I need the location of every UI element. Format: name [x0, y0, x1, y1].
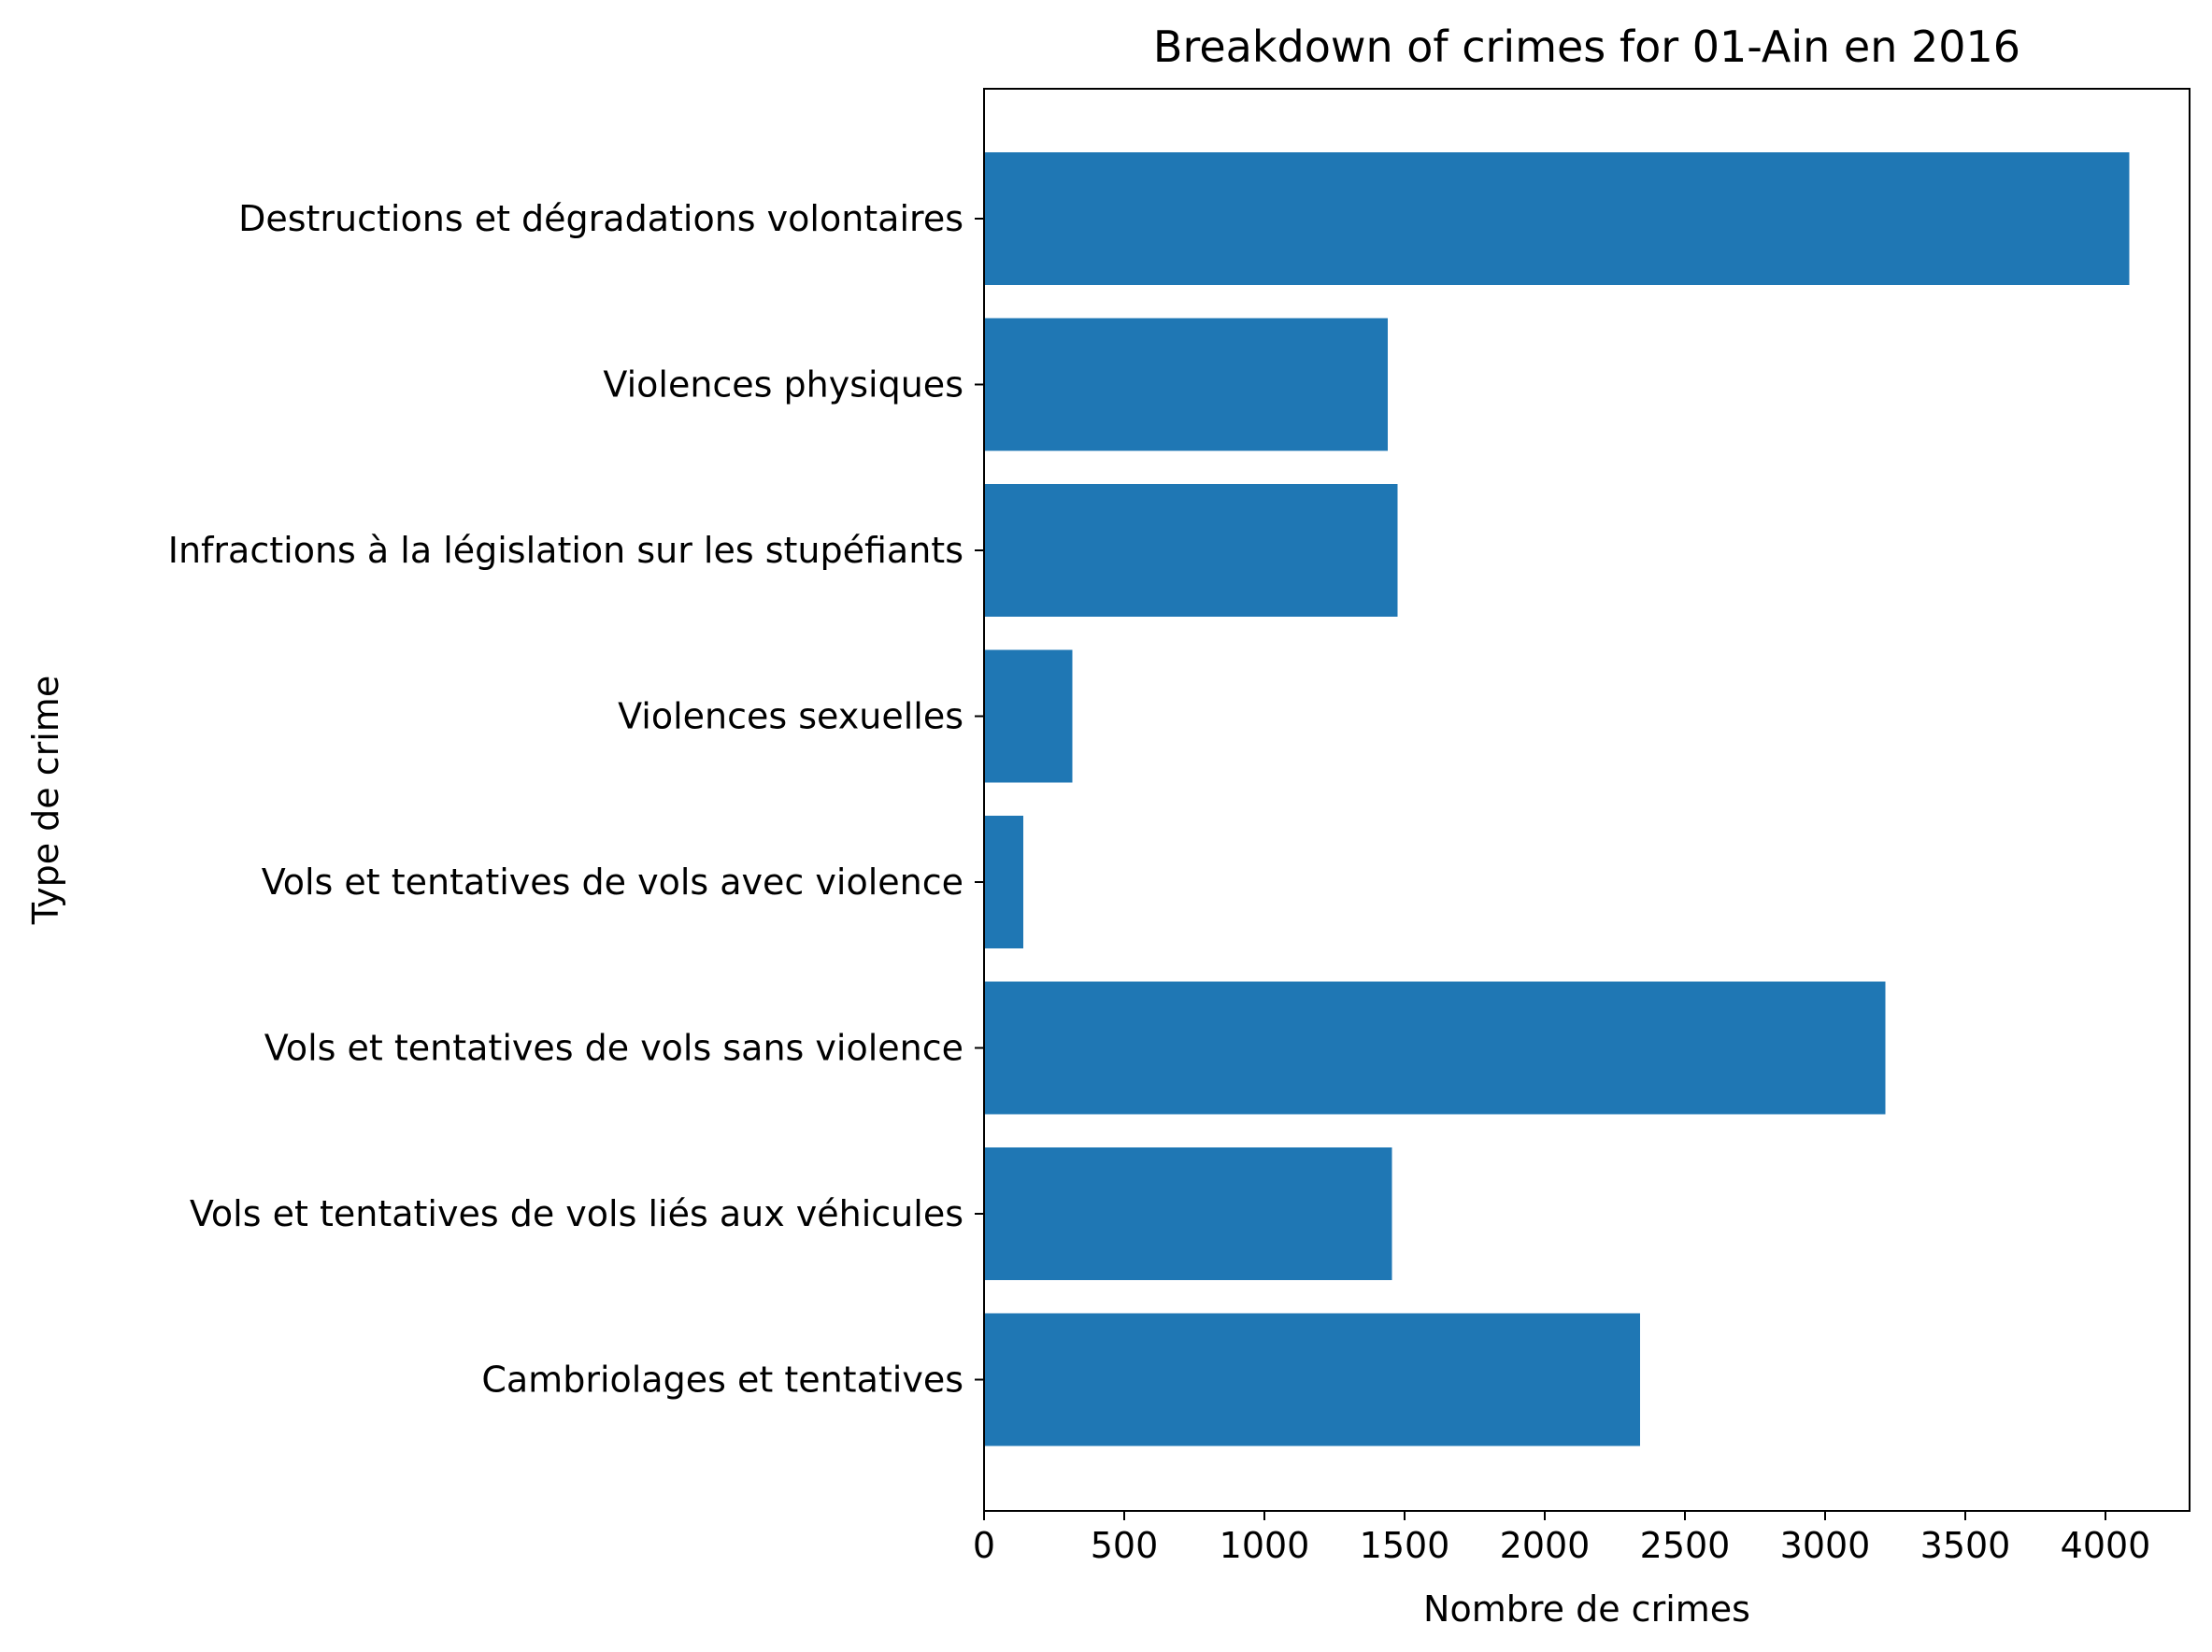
y-tick-label: Violences physiques [603, 364, 963, 406]
x-tick-label: 500 [1091, 1525, 1159, 1566]
x-tick-label: 3500 [1920, 1525, 2011, 1566]
bar [984, 484, 1398, 617]
y-axis-ticks: Cambriolages et tentatives Vols et tentat… [168, 198, 984, 1401]
x-axis-title: Nombre de crimes [1423, 1588, 1750, 1630]
x-tick-label: 2500 [1640, 1525, 1731, 1566]
bar [984, 1147, 1392, 1280]
plot-frame [983, 88, 2191, 1512]
y-tick-label: Vols et tentatives de vols avec violence [262, 862, 963, 903]
y-tick-label: Infractions à la législation sur les stu… [168, 530, 963, 571]
y-tick-label: Destructions et dégradations volontaires [238, 198, 963, 239]
bar [984, 152, 2130, 285]
bar [984, 981, 1886, 1115]
y-tick-label: Cambriolages et tentatives [481, 1360, 963, 1401]
bar [984, 649, 1073, 783]
y-tick-label: Vols et tentatives de vols sans violence [264, 1028, 963, 1069]
x-tick-label: 4000 [2061, 1525, 2151, 1566]
bar-group [984, 152, 2130, 1446]
x-tick-label: 2000 [1500, 1525, 1591, 1566]
x-tick-label: 1500 [1360, 1525, 1450, 1566]
x-tick-label: 3000 [1780, 1525, 1871, 1566]
chart-title: Breakdown of crimes for 01-Ain en 2016 [1153, 21, 2020, 72]
x-axis-ticks: 0 500 1000 1500 2000 2500 3000 3500 4000 [973, 1511, 2150, 1566]
x-tick-label: 0 [973, 1525, 995, 1566]
bar [984, 816, 1023, 948]
bar [984, 318, 1388, 451]
y-tick-label: Violences sexuelles [618, 696, 963, 737]
y-axis-title: Type de crime [25, 676, 66, 925]
bar [984, 1313, 1640, 1446]
x-tick-label: 1000 [1220, 1525, 1310, 1566]
y-tick-label: Vols et tentatives de vols liés aux véhi… [190, 1193, 963, 1234]
